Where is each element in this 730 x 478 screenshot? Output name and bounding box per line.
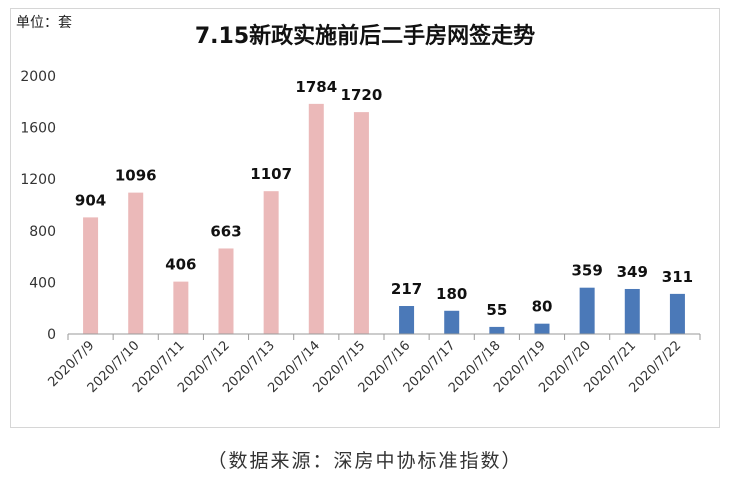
bar [489, 326, 505, 334]
y-tick-label: 1200 [20, 172, 56, 188]
y-tick-label: 0 [47, 327, 56, 343]
data-label: 180 [436, 285, 467, 303]
bar [669, 293, 685, 334]
bar [353, 112, 369, 335]
unit-label: 单位：套 [16, 15, 72, 31]
bar [218, 248, 234, 334]
data-label: 217 [391, 280, 422, 298]
data-label: 55 [486, 301, 507, 319]
y-tick-label: 1600 [20, 121, 56, 137]
data-label: 1720 [341, 86, 383, 104]
bar [399, 306, 415, 334]
bar [444, 310, 460, 334]
data-label: 406 [165, 256, 196, 274]
y-tick-label: 2000 [20, 69, 56, 85]
data-label: 349 [617, 263, 648, 281]
data-source-note: （数据来源：深房中协标准指数） [207, 450, 523, 472]
bar [83, 217, 99, 334]
data-label: 1096 [115, 167, 157, 185]
data-label: 80 [532, 298, 553, 316]
data-label: 311 [662, 268, 693, 286]
bar [624, 288, 640, 334]
bar [534, 323, 550, 334]
y-axis: 0 400 800 1200 1600 2000 [20, 69, 56, 343]
y-tick-label: 800 [29, 224, 56, 240]
chart-title: 7.15新政实施前后二手房网签走势 [194, 24, 536, 49]
bar [263, 191, 279, 334]
bars: 904 1096 406 663 1107 1784 1720 217 180 55 80 359 34… [75, 78, 693, 335]
bar-chart: 0 400 800 1200 1600 2000 904 1096 406 663 1107 178… [20, 69, 701, 396]
data-label: 663 [210, 222, 241, 240]
bar [128, 192, 144, 334]
bar [308, 103, 324, 334]
bar [173, 281, 189, 334]
data-label: 904 [75, 191, 106, 209]
data-label: 1784 [295, 78, 337, 96]
data-label: 359 [571, 262, 602, 280]
y-tick-label: 400 [29, 275, 56, 291]
bar [579, 287, 595, 334]
data-label: 1107 [250, 165, 292, 183]
x-axis: 2020/7/92020/7/102020/7/112020/7/122020/… [46, 333, 701, 396]
